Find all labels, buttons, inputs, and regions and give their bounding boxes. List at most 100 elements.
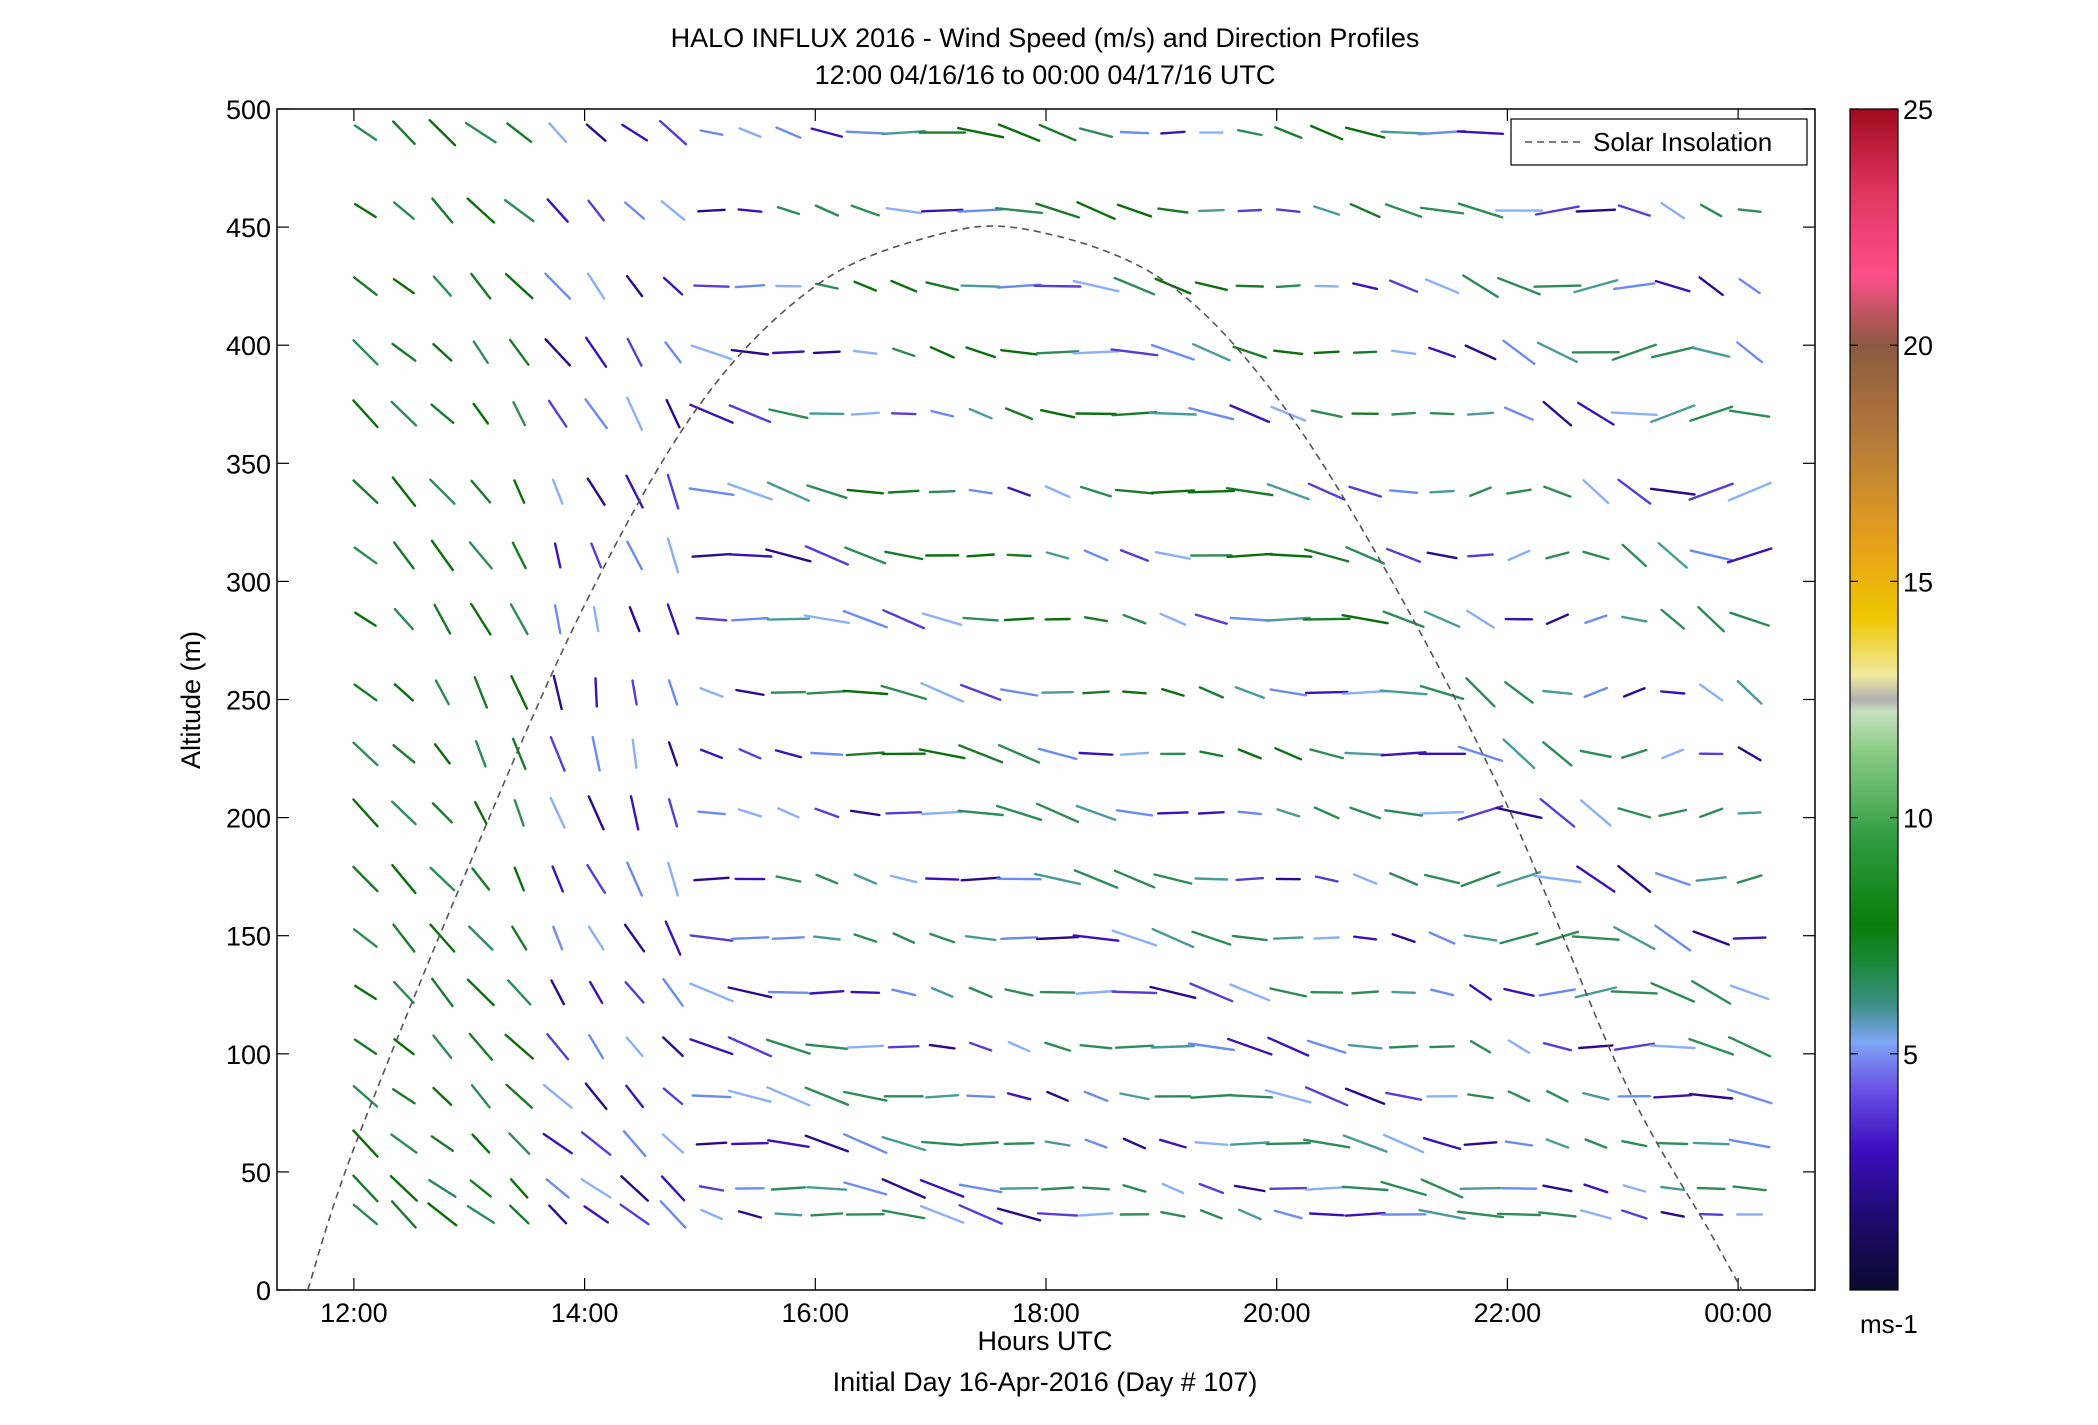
wind-vector xyxy=(1198,1182,1225,1195)
wind-vector xyxy=(1150,343,1195,361)
wind-vector xyxy=(996,283,1042,289)
wind-vector xyxy=(1729,984,1770,1001)
wind-vector xyxy=(1269,688,1308,697)
colorbar-tick-label: 15 xyxy=(1903,567,1933,597)
wind-vector xyxy=(1191,930,1232,946)
wind-vector xyxy=(427,1202,458,1227)
wind-vector xyxy=(1612,282,1656,291)
wind-vector xyxy=(881,1178,926,1199)
y-axis-label: Altitude (m) xyxy=(176,631,206,769)
wind-vector xyxy=(1269,987,1308,998)
wind-vector xyxy=(391,864,417,895)
wind-vector xyxy=(1535,930,1580,946)
wind-vector xyxy=(470,479,492,504)
wind-vector xyxy=(468,1032,494,1061)
wind-vector xyxy=(842,609,888,629)
wind-vector xyxy=(1307,482,1346,501)
wind-vector xyxy=(353,928,378,948)
wind-vector xyxy=(1352,282,1379,291)
wind-vector xyxy=(1264,1089,1312,1104)
wind-vector xyxy=(505,1083,533,1109)
wind-vector xyxy=(1699,203,1723,218)
wind-vector xyxy=(919,1179,965,1198)
wind-vector xyxy=(1158,1138,1187,1149)
wind-vector xyxy=(620,1175,649,1202)
wind-vector xyxy=(921,612,963,626)
wind-vector xyxy=(731,616,769,622)
wind-vector xyxy=(1081,1186,1111,1191)
wind-vector xyxy=(392,201,415,220)
wind-vector xyxy=(1610,990,1658,995)
wind-vector xyxy=(1148,411,1198,416)
wind-vector xyxy=(594,677,598,708)
wind-vector xyxy=(921,1140,964,1147)
wind-vector xyxy=(509,603,529,636)
wind-vector xyxy=(881,129,926,136)
wind-vector xyxy=(1463,1141,1498,1147)
wind-vector xyxy=(1075,804,1117,821)
wind-vector xyxy=(1003,617,1035,622)
wind-vector xyxy=(958,744,1004,764)
wind-vector xyxy=(958,1204,1003,1225)
wind-vector xyxy=(1622,1184,1647,1193)
wind-vector xyxy=(735,688,765,696)
wind-vector xyxy=(1303,548,1350,563)
colorbar: 5 10 15 20 25 ms-1 xyxy=(1849,95,1933,1339)
wind-vector xyxy=(1119,549,1150,562)
wind-vector xyxy=(1342,1134,1388,1153)
wind-vector xyxy=(1304,1185,1349,1191)
wind-vector xyxy=(1465,609,1496,629)
wind-vector xyxy=(1194,281,1228,291)
wind-vector xyxy=(1341,1185,1389,1192)
wind-vector xyxy=(1229,1141,1270,1146)
wind-vector xyxy=(881,1209,926,1220)
wind-vector xyxy=(625,1036,644,1058)
wind-vector xyxy=(1302,617,1351,621)
wind-vector xyxy=(1465,677,1496,708)
wind-vector xyxy=(471,867,491,891)
wind-vector xyxy=(968,488,993,495)
wind-vector xyxy=(1727,481,1772,502)
wind-vector xyxy=(892,347,916,358)
wind-vector xyxy=(1273,1209,1303,1220)
wind-vector xyxy=(1579,799,1612,827)
wind-vector xyxy=(1160,130,1186,135)
wind-vector xyxy=(1194,613,1229,625)
wind-vector xyxy=(1382,1133,1425,1154)
wind-vector xyxy=(1659,690,1686,695)
wind-vector xyxy=(960,284,1001,288)
wind-vector xyxy=(996,1207,1042,1222)
wind-vector xyxy=(1545,551,1570,560)
wind-vector xyxy=(966,1094,996,1099)
wind-vector xyxy=(1115,809,1154,817)
wind-vector xyxy=(776,205,801,216)
wind-vector xyxy=(1352,873,1378,885)
wind-vector xyxy=(1504,681,1534,704)
wind-vector xyxy=(1418,1208,1466,1221)
wind-vector xyxy=(469,1179,492,1198)
wind-vector xyxy=(1584,1138,1608,1149)
wind-vector xyxy=(1698,1212,1724,1217)
wind-vector xyxy=(690,344,733,361)
wind-vector xyxy=(1197,811,1225,815)
wind-vector xyxy=(354,984,377,1001)
wind-vector xyxy=(767,1139,810,1149)
wind-vector xyxy=(1507,549,1531,562)
y-tick-label: 200 xyxy=(226,804,271,834)
wind-vector xyxy=(1045,551,1070,560)
wind-vector xyxy=(1391,933,1416,943)
wind-vector xyxy=(508,338,530,366)
wind-vector xyxy=(925,1093,960,1099)
wind-vector xyxy=(585,336,608,368)
wind-vector xyxy=(1380,130,1427,135)
wind-vector xyxy=(432,275,452,297)
wind-vector xyxy=(1737,746,1762,762)
wind-vector xyxy=(584,1082,608,1111)
wind-vector xyxy=(1306,1039,1347,1054)
wind-vector xyxy=(1160,688,1185,697)
wind-vector xyxy=(1233,1184,1266,1193)
wind-vector xyxy=(353,546,378,565)
colorbar-gradient xyxy=(1849,108,1899,1291)
wind-vector xyxy=(727,1036,773,1058)
wind-vector xyxy=(667,861,679,897)
